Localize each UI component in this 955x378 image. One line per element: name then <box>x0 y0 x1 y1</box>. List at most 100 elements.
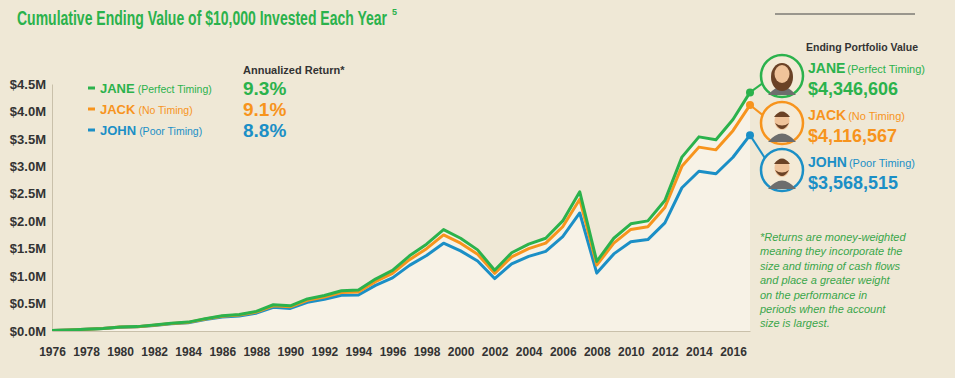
annualized-return: 9.1% <box>243 99 286 120</box>
x-axis-line <box>53 331 751 332</box>
x-tick-label: 2002 <box>482 345 509 359</box>
legend-swatch <box>88 129 95 132</box>
avatar-frame <box>761 102 803 144</box>
x-tick-label: 1976 <box>39 345 66 359</box>
avatar <box>761 55 803 97</box>
footnote: *Returns are money-weightedmeaning they … <box>759 231 906 329</box>
y-tick-label: $4.0M <box>10 104 46 119</box>
x-tick: 1994 <box>346 331 373 359</box>
avatar <box>761 149 803 191</box>
y-tick-label: $2.0M <box>10 214 46 229</box>
end-title: Ending Portfolio Value <box>806 41 918 53</box>
x-tick-label: 1978 <box>73 345 100 359</box>
avatar-body <box>768 134 796 143</box>
x-tick-label: 2016 <box>720 345 747 359</box>
end-name: JANE(Perfect Timing) <box>808 60 925 76</box>
chart-svg: Cumulative Ending Value of $10,000 Inves… <box>0 0 955 378</box>
x-tick: 2004 <box>516 331 543 359</box>
x-tick-label: 2006 <box>550 345 577 359</box>
x-tick: 2014 <box>686 331 713 359</box>
x-tick: 1996 <box>380 331 407 359</box>
x-tick: 2000 <box>448 331 475 359</box>
x-tick: 1998 <box>414 331 441 359</box>
avatar-face <box>775 65 790 83</box>
x-tick: 1978 <box>73 331 100 359</box>
y-tick: $3.5M <box>10 132 52 147</box>
annualized-return: 8.8% <box>243 120 286 141</box>
x-tick-label: 2010 <box>618 345 645 359</box>
x-tick: 2016 <box>720 331 747 359</box>
end-marker <box>746 131 767 161</box>
y-tick-label: $1.5M <box>10 241 46 256</box>
footnote-line: size and timing of cash flows <box>760 260 901 272</box>
footnote-line: size is largest. <box>760 317 830 329</box>
panel-rule <box>775 14 915 15</box>
series-line <box>52 135 750 330</box>
x-tick: 1976 <box>39 331 66 359</box>
series-line <box>52 105 750 330</box>
title: Cumulative Ending Value of $10,000 Inves… <box>17 7 387 29</box>
legend-label: JOHN(Poor Timing) <box>100 123 202 138</box>
avatar <box>761 102 803 144</box>
end-point <box>746 101 754 109</box>
x-tick-label: 2014 <box>686 345 713 359</box>
x-tick-label: 2008 <box>584 345 611 359</box>
footnote-line: meaning they incorporate the <box>760 245 902 257</box>
chart-container: Cumulative Ending Value of $10,000 Inves… <box>0 0 955 378</box>
y-axis-line <box>52 85 53 332</box>
avatar-face <box>775 112 790 130</box>
y-tick-label: $3.0M <box>10 159 46 174</box>
y-tick: $0.5M <box>10 296 52 311</box>
y-tick-label: $3.5M <box>10 132 46 147</box>
x-tick: 1980 <box>107 331 134 359</box>
x-tick-label: 2012 <box>652 345 679 359</box>
x-tick: 1988 <box>243 331 270 359</box>
x-tick-label: 1992 <box>312 345 339 359</box>
x-tick: 2006 <box>550 331 577 359</box>
y-tick: $4.5M <box>10 77 52 92</box>
avatar-hair <box>774 112 790 118</box>
plot-area <box>52 92 750 331</box>
x-tick: 1986 <box>209 331 236 359</box>
legend-swatch <box>88 87 95 90</box>
x-tick-label: 1998 <box>414 345 441 359</box>
x-tick-label: 2004 <box>516 345 543 359</box>
x-tick-label: 1984 <box>175 345 202 359</box>
end-point <box>746 88 754 96</box>
end-name: JACK(No Timing) <box>808 107 905 123</box>
x-tick: 2012 <box>652 331 679 359</box>
x-tick-label: 1990 <box>277 345 304 359</box>
avatar-face <box>775 159 790 177</box>
legend-label: JANE(Perfect Timing) <box>100 81 212 96</box>
x-axis: 1976197819801982198419861988199019921994… <box>39 331 750 359</box>
x-tick: 2010 <box>618 331 645 359</box>
x-tick: 2002 <box>482 331 509 359</box>
avatar-frame <box>761 55 803 97</box>
end-value: $3,568,515 <box>808 173 898 193</box>
area-fill <box>52 92 750 331</box>
legend-item: JACK(No Timing)9.1% <box>88 99 286 120</box>
y-tick-label: $0.0M <box>10 324 46 339</box>
end-value: $4,346,606 <box>808 79 898 99</box>
avatar-frame <box>761 149 803 191</box>
end-point <box>746 131 754 139</box>
y-tick: $4.0M <box>10 104 52 119</box>
avatar-beard <box>775 123 789 129</box>
x-tick: 1984 <box>175 331 202 359</box>
legend-item: JANE(Perfect Timing)9.3% <box>88 78 286 99</box>
x-tick: 1990 <box>277 331 304 359</box>
legend-item: JOHN(Poor Timing) 8.8% <box>88 120 286 141</box>
x-tick-label: 1980 <box>107 345 134 359</box>
x-tick-label: 2000 <box>448 345 475 359</box>
y-tick: $2.5M <box>10 186 52 201</box>
avatar-beard <box>775 170 789 176</box>
avatar-body <box>768 181 796 190</box>
x-tick-label: 1996 <box>380 345 407 359</box>
background <box>0 0 955 378</box>
y-tick-label: $2.5M <box>10 186 46 201</box>
footnote-line: periods when the account <box>759 303 886 315</box>
y-tick: $3.0M <box>10 159 52 174</box>
x-tick-label: 1994 <box>346 345 373 359</box>
y-tick-label: $0.5M <box>10 296 46 311</box>
x-tick: 1992 <box>312 331 339 359</box>
